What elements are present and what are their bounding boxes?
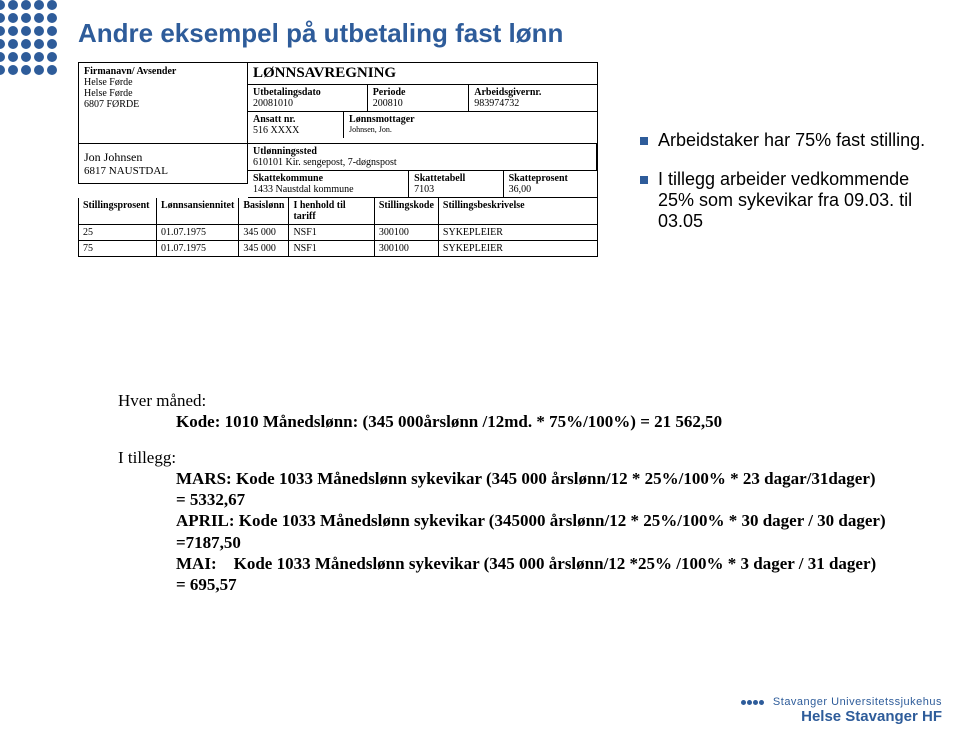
table-header: Basislønn — [239, 198, 289, 225]
table-cell: 345 000 — [239, 241, 289, 257]
table-cell: 25 — [79, 225, 157, 241]
table-row: 7501.07.1975345 000NSF1300100SYKEPLEIER — [79, 241, 598, 257]
table-row: 2501.07.1975345 000NSF1300100SYKEPLEIER — [79, 225, 598, 241]
sender-label: Firmanavn/ Avsender — [84, 66, 242, 77]
mai-rest: Kode 1033 Månedslønn sykevikar (345 000 … — [176, 554, 876, 594]
table-header: Stillingskode — [374, 198, 438, 225]
i-tillegg-label: I tillegg: — [118, 448, 176, 467]
skattetabell-value: 7103 — [414, 184, 497, 195]
hospital-logo: Stavanger Universitetssjukehus Helse Sta… — [741, 696, 942, 725]
arbgnr-value: 983974732 — [474, 98, 592, 109]
hver-maned-label: Hver måned: — [118, 391, 206, 410]
logo-dots-icon — [741, 696, 765, 708]
skattekommune-value: 1433 Naustdal kommune — [253, 184, 403, 195]
skattekommune-label: Skattekommune — [253, 173, 403, 184]
table-cell: NSF1 — [289, 225, 374, 241]
ansattnr-value: 516 XXXX — [253, 125, 338, 136]
table-cell: SYKEPLEIER — [438, 225, 597, 241]
table-cell: 01.07.1975 — [156, 241, 238, 257]
mars-line: MARS: Kode 1033 Månedslønn sykevikar (34… — [176, 468, 888, 511]
april-line: APRIL: Kode 1033 Månedslønn sykevikar (3… — [176, 510, 888, 553]
periode-value: 200810 — [373, 98, 464, 109]
utbetalingsdato-label: Utbetalingsdato — [253, 87, 362, 98]
lonnsmottager-label: Lønnsmottager — [349, 114, 592, 125]
payslip-document: Firmanavn/ Avsender Helse Førde Helse Fø… — [78, 62, 598, 257]
table-header: Stillingsbeskrivelse — [438, 198, 597, 225]
table-cell: 75 — [79, 241, 157, 257]
table-header: I henhold til tariff — [289, 198, 374, 225]
utlonningssted-value: 610101 Kir. sengepost, 7-døgnspost — [253, 157, 397, 168]
bullet-text: I tillegg arbeider vedkommende 25% som s… — [658, 169, 930, 232]
utlonningssted-label: Utlønningssted — [253, 146, 317, 157]
arbgnr-label: Arbeidsgivernr. — [474, 87, 592, 98]
logo-line2: Helse Stavanger HF — [741, 708, 942, 725]
bullet-icon — [640, 137, 648, 145]
skattetabell-label: Skattetabell — [414, 173, 497, 184]
periode-label: Periode — [373, 87, 464, 98]
bullet-item: I tillegg arbeider vedkommende 25% som s… — [640, 169, 930, 232]
table-header: Lønnsansiennitet — [156, 198, 238, 225]
recipient-addr: 6817 NAUSTDAL — [84, 165, 242, 177]
skatteprosent-label: Skatteprosent — [509, 173, 592, 184]
table-cell: 345 000 — [239, 225, 289, 241]
sender-addr: 6807 FØRDE — [84, 99, 242, 110]
slide-title: Andre eksempel på utbetaling fast lønn — [78, 18, 563, 49]
table-cell: SYKEPLEIER — [438, 241, 597, 257]
sender-box: Firmanavn/ Avsender Helse Førde Helse Fø… — [78, 62, 248, 144]
bullet-icon — [640, 176, 648, 184]
skatteprosent-value: 36,00 — [509, 184, 592, 195]
positions-table: StillingsprosentLønnsansiennitetBasisløn… — [78, 198, 598, 257]
recipient-name: Jon Johnsen — [84, 150, 242, 165]
logo-line1: Stavanger Universitetssjukehus — [773, 696, 942, 708]
payslip-title: LØNNSAVREGNING — [248, 63, 597, 85]
recipient-box: Jon Johnsen 6817 NAUSTDAL — [78, 144, 248, 184]
utbetalingsdato-value: 20081010 — [253, 98, 362, 109]
lonnsmottager-value: Johnsen, Jon. — [349, 125, 592, 134]
sender-name2: Helse Førde — [84, 88, 242, 99]
bullet-item: Arbeidstaker har 75% fast stilling. — [640, 130, 930, 151]
table-cell: 300100 — [374, 225, 438, 241]
bullet-text: Arbeidstaker har 75% fast stilling. — [658, 130, 925, 151]
sender-name: Helse Førde — [84, 77, 242, 88]
table-cell: 01.07.1975 — [156, 225, 238, 241]
table-cell: NSF1 — [289, 241, 374, 257]
decorative-dots — [0, 0, 60, 80]
body-text: Hver måned: Kode: 1010 Månedslønn: (345 … — [118, 390, 888, 609]
mai-label: MAI: — [176, 554, 217, 573]
bullet-list: Arbeidstaker har 75% fast stilling. I ti… — [640, 130, 930, 250]
kode-line: Kode: 1010 Månedslønn: (345 000årslønn /… — [176, 412, 722, 431]
table-cell: 300100 — [374, 241, 438, 257]
table-header: Stillingsprosent — [79, 198, 157, 225]
ansattnr-label: Ansatt nr. — [253, 114, 338, 125]
